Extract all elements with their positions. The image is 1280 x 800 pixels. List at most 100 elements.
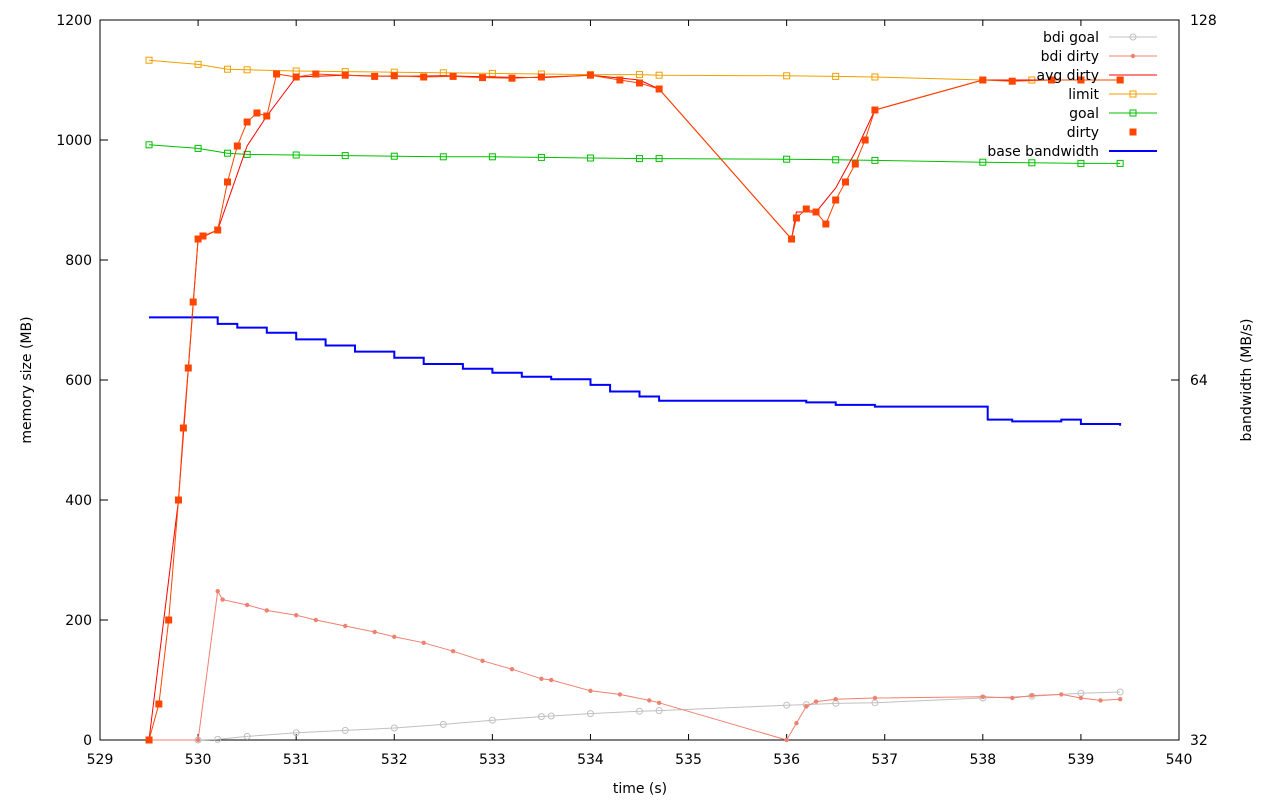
- data-point-dirty: [390, 72, 398, 80]
- data-point-dirty: [812, 208, 820, 216]
- data-point-dirty: [179, 424, 187, 432]
- data-point-dirty: [273, 70, 281, 78]
- y-tick-label: 200: [65, 613, 92, 629]
- data-point-goal: [979, 158, 987, 166]
- y-tick-label: 0: [83, 733, 92, 749]
- data-point-dirty: [189, 298, 197, 306]
- data-point-dirty: [449, 72, 457, 80]
- x-tick-label: 532: [381, 752, 408, 768]
- legend-marker-limit: [1129, 90, 1137, 98]
- data-point-dirty: [224, 178, 232, 186]
- data-point-dirty: [420, 73, 428, 81]
- data-point-limit: [194, 60, 202, 68]
- legend-entry-limit: limit: [1068, 87, 1157, 103]
- legend-entry-dirty: dirty: [1067, 125, 1137, 141]
- y-tick-label: 400: [65, 493, 92, 509]
- data-point-dirty: [184, 364, 192, 372]
- data-point-goal: [488, 153, 496, 161]
- data-point-bdi-dirty: [421, 640, 426, 645]
- legend-entry-goal: goal: [1069, 106, 1157, 122]
- legend-label-bdi-dirty: bdi dirty: [1041, 49, 1099, 65]
- data-point-dirty: [292, 73, 300, 81]
- data-point-goal: [341, 152, 349, 160]
- data-point-bdi-goal: [655, 707, 663, 715]
- data-point-dirty: [655, 85, 663, 93]
- data-point-goal: [537, 153, 545, 161]
- x-tick-label: 534: [577, 752, 604, 768]
- data-point-dirty: [199, 232, 207, 240]
- data-point-bdi-goal: [636, 707, 643, 715]
- data-point-bdi-goal: [341, 726, 349, 734]
- legend-entry-base-bandwidth: base bandwidth: [987, 144, 1157, 160]
- data-point-dirty: [312, 70, 320, 78]
- x-tick-label: 529: [87, 752, 114, 768]
- legend: bdi goal bdi dirty avg dirty limit goal dirty…: [987, 30, 1157, 160]
- data-point-dirty: [508, 74, 516, 82]
- data-point-goal: [832, 156, 840, 164]
- data-point-bdi-dirty: [539, 676, 544, 681]
- data-point-dirty: [871, 106, 879, 114]
- data-point-bdi-goal: [488, 716, 496, 724]
- data-point-bdi-dirty: [784, 737, 789, 743]
- data-point-goal: [145, 141, 153, 149]
- data-point-dirty: [341, 71, 349, 79]
- data-point-bdi-dirty: [1078, 695, 1084, 701]
- data-point-dirty: [194, 235, 202, 243]
- y2-tick-label: 128: [1190, 13, 1217, 29]
- y-tick-label: 800: [65, 253, 92, 269]
- data-point-dirty: [616, 76, 624, 84]
- data-point-bdi-goal: [783, 701, 791, 709]
- data-point-bdi-dirty: [794, 721, 799, 726]
- data-point-limit: [655, 71, 663, 79]
- x-tick-label: 530: [185, 752, 212, 768]
- data-point-bdi-dirty: [195, 737, 201, 743]
- data-point-bdi-dirty: [264, 608, 269, 613]
- y2-tick-label: 64: [1190, 373, 1208, 389]
- data-point-limit: [145, 56, 153, 64]
- data-point-dirty: [979, 76, 987, 84]
- series-goal: [145, 141, 1124, 167]
- data-point-goal: [636, 155, 643, 163]
- data-point-limit: [783, 72, 791, 80]
- data-point-bdi-dirty: [1098, 698, 1103, 703]
- axis-ticks: 529 530 531 532 533 534 535 536 537 538 539 540 0 200…: [56, 13, 1216, 768]
- series-line-bdi-goal: [149, 691, 1121, 741]
- data-point-limit: [488, 69, 496, 77]
- data-point-bdi-dirty: [343, 623, 348, 629]
- data-point-bdi-dirty: [372, 629, 377, 635]
- data-point-dirty: [145, 736, 153, 744]
- data-point-dirty: [1047, 76, 1055, 84]
- data-point-goal: [1077, 159, 1085, 167]
- data-point-dirty: [479, 74, 487, 82]
- data-point-bdi-goal: [547, 712, 555, 720]
- x-tick-label: 537: [871, 752, 898, 768]
- data-point-goal: [439, 153, 447, 161]
- series-bdi-goal: [145, 688, 1124, 744]
- legend-label-avg-dirty: avg dirty: [1036, 68, 1099, 84]
- legend-label-dirty: dirty: [1067, 125, 1099, 141]
- data-point-bdi-goal: [214, 735, 222, 743]
- data-point-goal: [586, 154, 594, 162]
- legend-entry-bdi-goal: bdi goal: [1043, 30, 1157, 46]
- data-point-dirty: [841, 178, 849, 186]
- data-point-dirty: [636, 79, 643, 87]
- y-tick-label: 1000: [56, 133, 92, 149]
- y2-axis-label: bandwidth (MB/s): [1239, 319, 1255, 442]
- data-point-dirty: [263, 112, 271, 120]
- data-point-dirty: [537, 73, 545, 81]
- data-point-bdi-dirty: [293, 613, 299, 618]
- data-point-bdi-goal: [243, 732, 251, 740]
- data-point-bdi-dirty: [813, 699, 819, 704]
- data-point-limit: [243, 66, 251, 74]
- data-point-bdi-goal: [1116, 688, 1124, 696]
- y-axis-label: memory size (MB): [19, 316, 35, 443]
- data-point-bdi-dirty: [833, 697, 838, 702]
- data-point-goal: [224, 149, 232, 157]
- x-tick-label: 531: [283, 752, 310, 768]
- data-point-dirty: [832, 196, 840, 204]
- data-point-bdi-dirty: [549, 677, 554, 683]
- data-point-dirty: [371, 72, 379, 80]
- data-point-bdi-dirty: [872, 695, 878, 701]
- x-tick-label: 533: [479, 752, 506, 768]
